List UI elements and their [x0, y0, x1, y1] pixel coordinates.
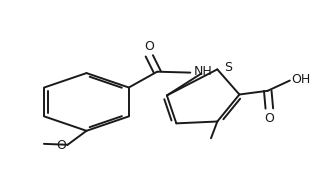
Text: O: O [144, 40, 154, 53]
Text: OH: OH [291, 73, 311, 86]
Text: O: O [56, 139, 66, 152]
Text: S: S [224, 61, 232, 74]
Text: O: O [264, 112, 274, 125]
Text: NH: NH [193, 65, 212, 78]
